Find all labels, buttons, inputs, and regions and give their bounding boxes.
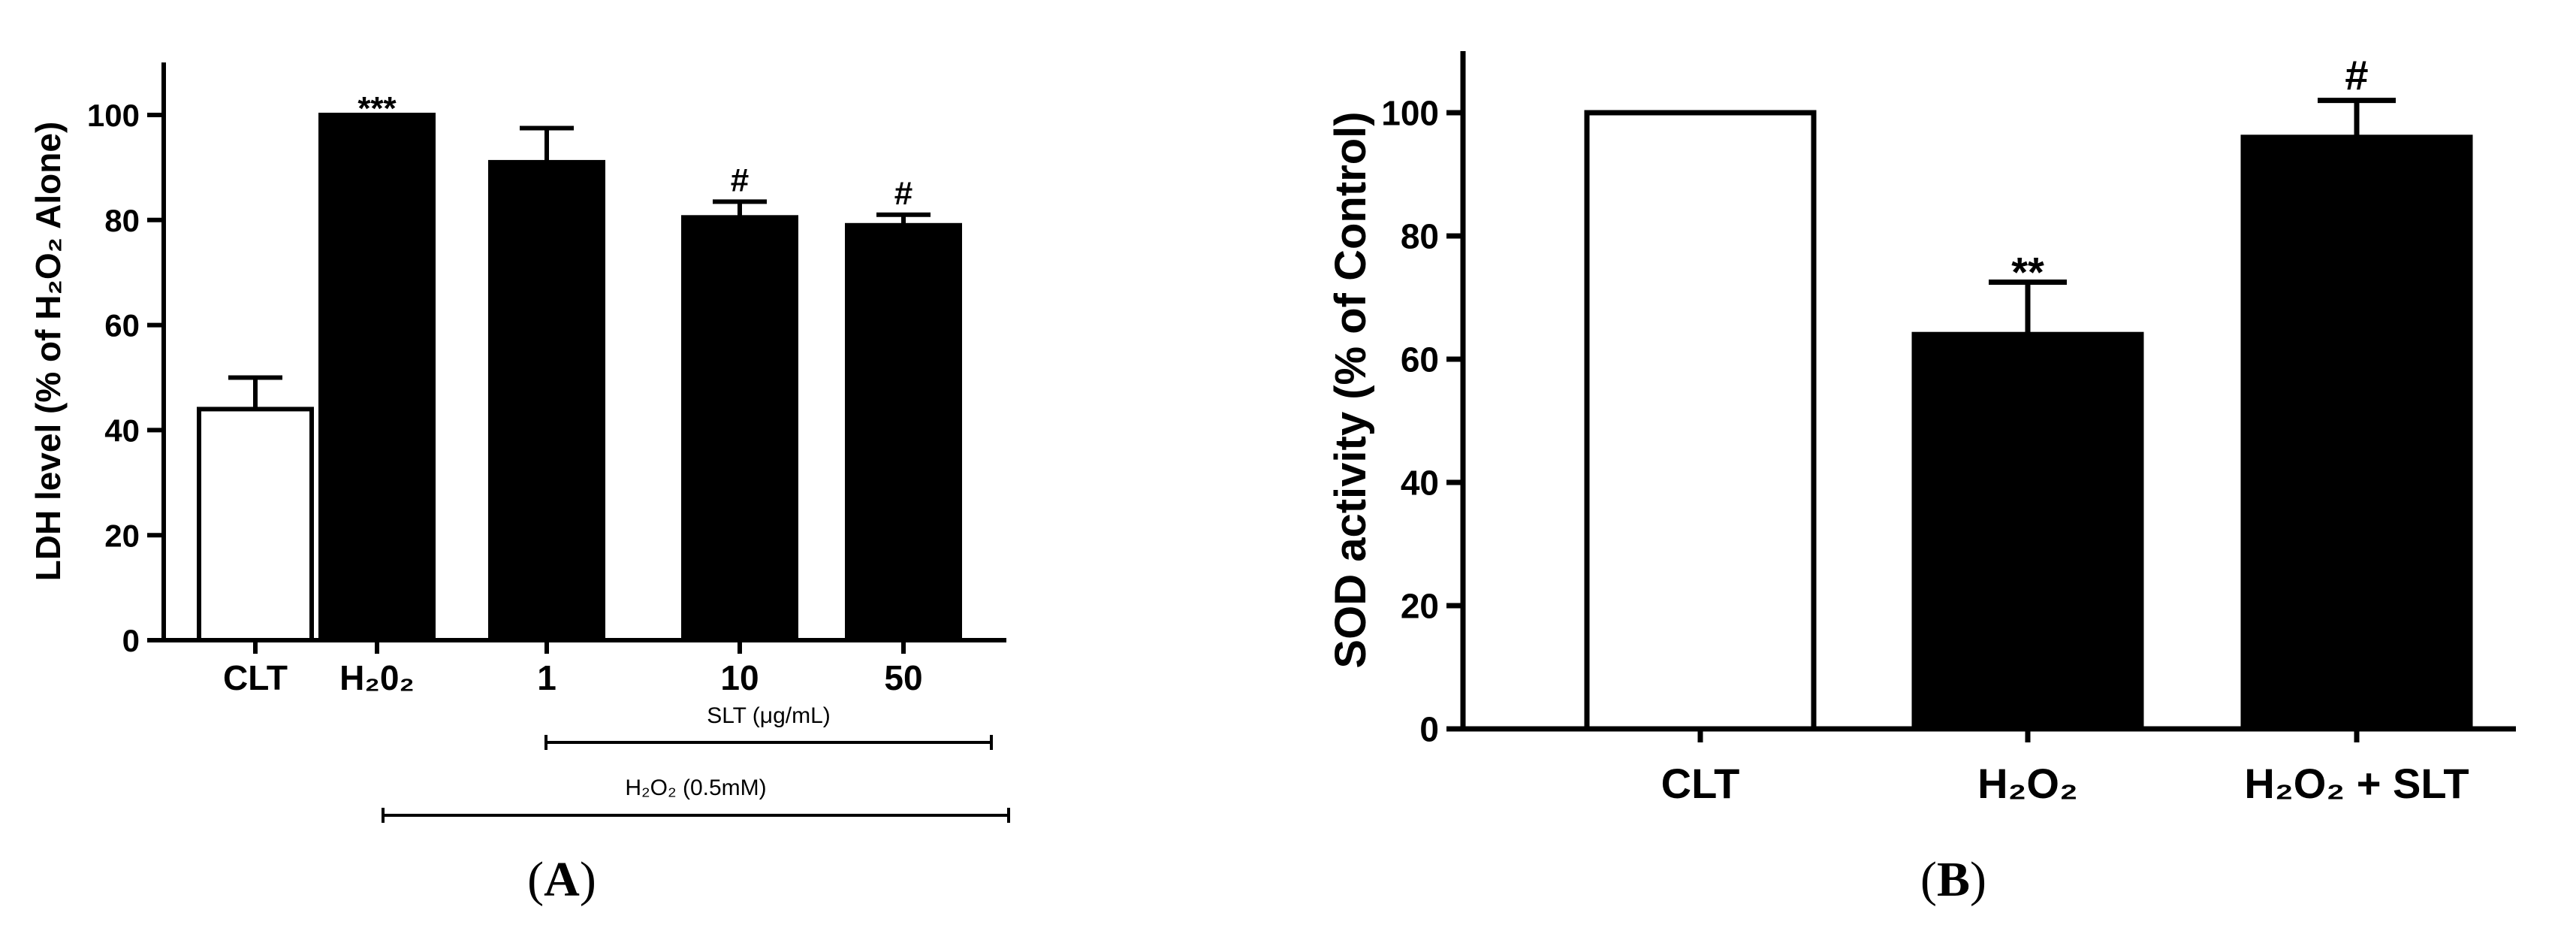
bar (845, 222, 962, 643)
chart-panel-b: 0 20 40 60 80 100 CLT ** H₂O₂ # H₂O₂ + SLT SOD acti… (1326, 51, 2516, 907)
bar (681, 215, 798, 642)
bar (197, 407, 314, 642)
category-label: 1 (537, 658, 557, 697)
y-tick-label: 60 (1401, 340, 1439, 379)
category-label: CLT (223, 658, 288, 697)
significance-label: # (894, 175, 912, 212)
y-tick-label: 80 (1401, 217, 1439, 256)
y-tick-label: 100 (1381, 94, 1439, 133)
bar (1584, 110, 1817, 732)
category-label: H₂0₂ (339, 658, 415, 697)
y-tick-label: 0 (1419, 710, 1439, 749)
bar (488, 159, 605, 643)
y-tick-label: 40 (104, 413, 140, 449)
significance-label: # (2345, 52, 2368, 99)
chart-panel-a: 0 20 40 60 80 100 CLT *** H₂0₂ 1 #10 #50 LDH level (… (29, 62, 1010, 907)
bar (2240, 135, 2473, 732)
significance-label: *** (357, 90, 397, 127)
y-tick-label: 20 (1401, 587, 1439, 626)
bar (1911, 331, 2144, 732)
y-axis-title: SOD activity (% of Control) (1326, 111, 1375, 668)
y-tick-label: 60 (104, 308, 140, 343)
group-bracket-label: H₂O₂ (0.5mM) (625, 775, 766, 800)
bar (318, 113, 436, 642)
panel-label: (A) (527, 852, 596, 907)
category-label: 50 (884, 658, 922, 697)
category-label: H₂O₂ (1977, 760, 2078, 807)
significance-label: ** (2011, 249, 2044, 296)
y-tick-label: 0 (122, 623, 140, 658)
y-axis-title: LDH level (% of H₂O₂ Alone) (29, 122, 68, 582)
group-bracket-label: SLT (μg/mL) (707, 703, 831, 728)
significance-label: # (731, 162, 749, 198)
y-tick-label: 40 (1401, 464, 1439, 503)
y-tick-label: 20 (104, 518, 140, 553)
category-label: 10 (720, 658, 759, 697)
category-label: CLT (1661, 760, 1740, 807)
panel-label: (B) (1920, 852, 1986, 907)
category-label: H₂O₂ + SLT (2244, 760, 2469, 807)
y-tick-label: 80 (104, 203, 140, 238)
y-tick-label: 100 (87, 98, 140, 133)
